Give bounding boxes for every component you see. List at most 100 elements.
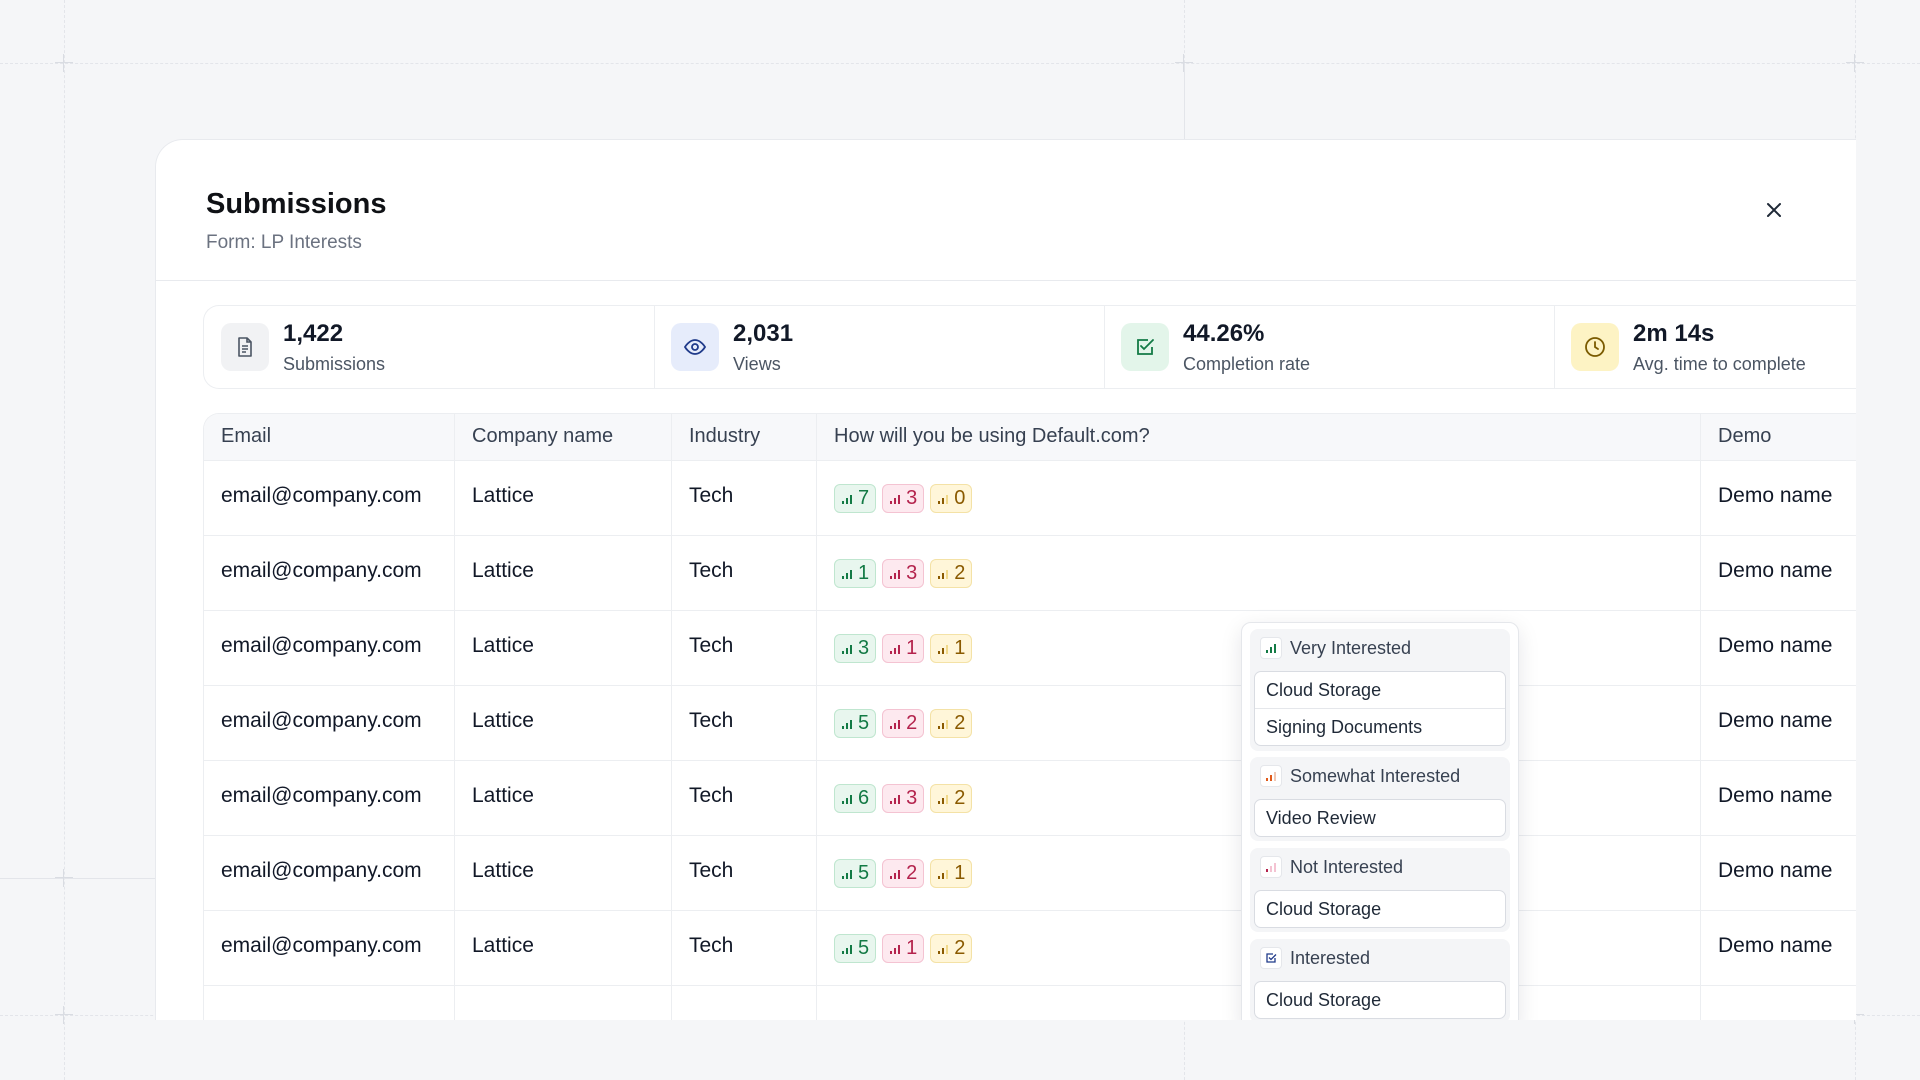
signal-icon [890,944,901,954]
company-cell: Lattice [472,484,534,507]
email-cell: email@company.com [221,784,422,807]
group-somewhat-interested: Somewhat Interested Video Review [1250,757,1510,841]
somewhat-interested-badge[interactable]: 2 [930,709,973,738]
not-interested-badge[interactable]: 3 [882,559,925,588]
interest-badges[interactable]: 6 3 2 [834,784,973,813]
badge-count: 0 [954,487,966,509]
stat-value: 1,422 [283,320,344,347]
interest-badges[interactable]: 5 1 2 [834,934,973,963]
guide-line [0,63,1920,64]
badge-count: 2 [906,862,918,884]
interest-badges[interactable]: 5 2 1 [834,859,973,888]
guide-line [64,0,65,1080]
list-item[interactable]: Cloud Storage [1266,899,1382,919]
document-icon [221,323,269,371]
badge-count: 3 [906,562,918,584]
list-item[interactable]: Signing Documents [1266,717,1423,737]
badge-count: 2 [954,562,966,584]
not-interested-badge[interactable]: 2 [882,709,925,738]
signal-icon [938,869,949,879]
interest-badges[interactable]: 7 3 0 [834,484,973,513]
somewhat-interested-badge[interactable]: 1 [930,634,973,663]
column-header-industry[interactable]: Industry [689,425,761,447]
company-cell: Lattice [472,634,534,657]
table-row[interactable]: email@company.com Lattice Tech 5 2 2 Demo name [204,685,1856,761]
company-cell: Lattice [472,709,534,732]
column-header-usage[interactable]: How will you be using Default.com? [834,425,1150,447]
very-interested-badge[interactable]: 5 [834,709,877,738]
not-interested-badge[interactable]: 2 [882,859,925,888]
guide-line [1184,63,1185,139]
signal-icon [842,719,852,729]
badge-count: 5 [858,862,870,884]
badge-count: 1 [858,562,870,584]
list-item[interactable]: Cloud Storage [1266,990,1382,1010]
badge-count: 2 [906,712,918,734]
very-interested-badge[interactable]: 5 [834,859,877,888]
table-row[interactable]: email@company.com Lattice Tech 3 1 1 Demo name [204,610,1856,686]
signal-icon [890,794,901,804]
stat-label: Views [733,354,781,374]
interest-badges[interactable]: 1 3 2 [834,559,973,588]
interest-badges[interactable]: 3 1 1 [834,634,973,663]
page-title: Submissions [206,188,387,220]
very-interested-badge[interactable]: 1 [834,559,877,588]
table-row[interactable]: email@company.com Lattice Tech 1 3 2 Demo name [204,535,1856,611]
somewhat-interested-badge[interactable]: 2 [930,559,973,588]
list-item[interactable]: Video Review [1266,808,1376,828]
industry-cell: Tech [689,634,734,657]
signal-icon [842,494,852,504]
demo-cell: Demo name [1718,484,1833,507]
demo-cell: Demo name [1718,784,1833,807]
badge-count: 2 [954,787,966,809]
somewhat-interested-badge[interactable]: 0 [930,484,973,513]
very-interested-badge[interactable]: 5 [834,934,877,963]
not-interested-badge[interactable]: 3 [882,784,925,813]
group-interested: Interested Cloud Storage [1250,939,1510,1020]
stat-value: 44.26% [1183,320,1265,347]
somewhat-interested-badge[interactable]: 2 [930,784,973,813]
signal-icon [842,644,852,654]
company-cell: Lattice [472,934,534,957]
demo-cell: Demo name [1718,859,1833,882]
industry-cell: Tech [689,934,734,957]
signal-icon [938,644,949,654]
interest-badges[interactable]: 5 2 2 [834,709,973,738]
table-row[interactable]: email@company.com Lattice Tech 5 2 1 Demo name [204,835,1856,911]
column-header-company[interactable]: Company name [472,425,614,447]
email-cell: email@company.com [221,559,422,582]
stat-value: 2m 14s [1633,320,1715,347]
panel-header: Submissions Form: LP Interests [156,140,1856,281]
somewhat-interested-badge[interactable]: 1 [930,859,973,888]
table-row[interactable]: email@company.com Lattice Tech 7 3 0 Demo name [204,460,1856,536]
plus-marker [1846,54,1864,72]
stat-label: Completion rate [1183,354,1311,374]
table-row[interactable]: email@company.com Lattice Tech 6 3 2 Demo name [204,760,1856,836]
very-interested-badge[interactable]: 7 [834,484,877,513]
close-button[interactable] [1756,192,1792,228]
column-header-demo[interactable]: Demo [1718,425,1772,447]
badge-count: 6 [858,787,870,809]
not-interested-badge[interactable]: 1 [882,634,925,663]
interest-popover: Very Interested Cloud Storage Signing Do… [1241,622,1519,1020]
group-label: Interested [1290,947,1371,968]
column-header-email[interactable]: Email [221,425,272,447]
stat-submissions: 1,422 Submissions [204,306,655,388]
company-cell: Lattice [472,559,534,582]
signal-high-icon [1260,637,1282,659]
badge-count: 7 [858,487,870,509]
column-divider [671,414,672,1020]
somewhat-interested-badge[interactable]: 2 [930,934,973,963]
table-row[interactable]: email@company.com Lattice Tech 5 1 2 Demo name [204,910,1856,986]
signal-icon [890,719,901,729]
very-interested-badge[interactable]: 3 [834,634,877,663]
not-interested-badge[interactable]: 1 [882,934,925,963]
email-cell: email@company.com [221,859,422,882]
group-not-interested: Not Interested Cloud Storage [1250,848,1510,932]
column-divider [816,414,817,1020]
list-item[interactable]: Cloud Storage [1255,672,1505,709]
badge-count: 1 [906,637,918,659]
not-interested-badge[interactable]: 3 [882,484,925,513]
group-very-interested: Very Interested Cloud Storage Signing Do… [1250,629,1510,751]
very-interested-badge[interactable]: 6 [834,784,877,813]
